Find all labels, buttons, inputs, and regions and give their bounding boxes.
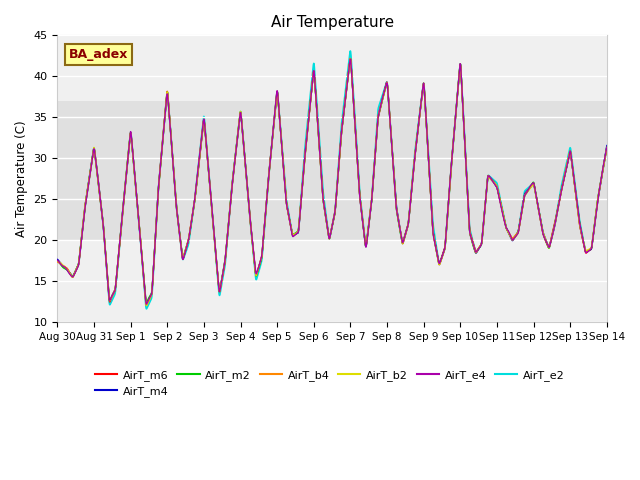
Legend: AirT_m6, AirT_m4, AirT_m2, AirT_b4, AirT_b2, AirT_e4, AirT_e2: AirT_m6, AirT_m4, AirT_m2, AirT_b4, AirT… bbox=[90, 365, 569, 401]
Y-axis label: Air Temperature (C): Air Temperature (C) bbox=[15, 120, 28, 237]
Title: Air Temperature: Air Temperature bbox=[271, 15, 394, 30]
Text: BA_adex: BA_adex bbox=[68, 48, 128, 61]
Bar bbox=[58, 101, 607, 240]
